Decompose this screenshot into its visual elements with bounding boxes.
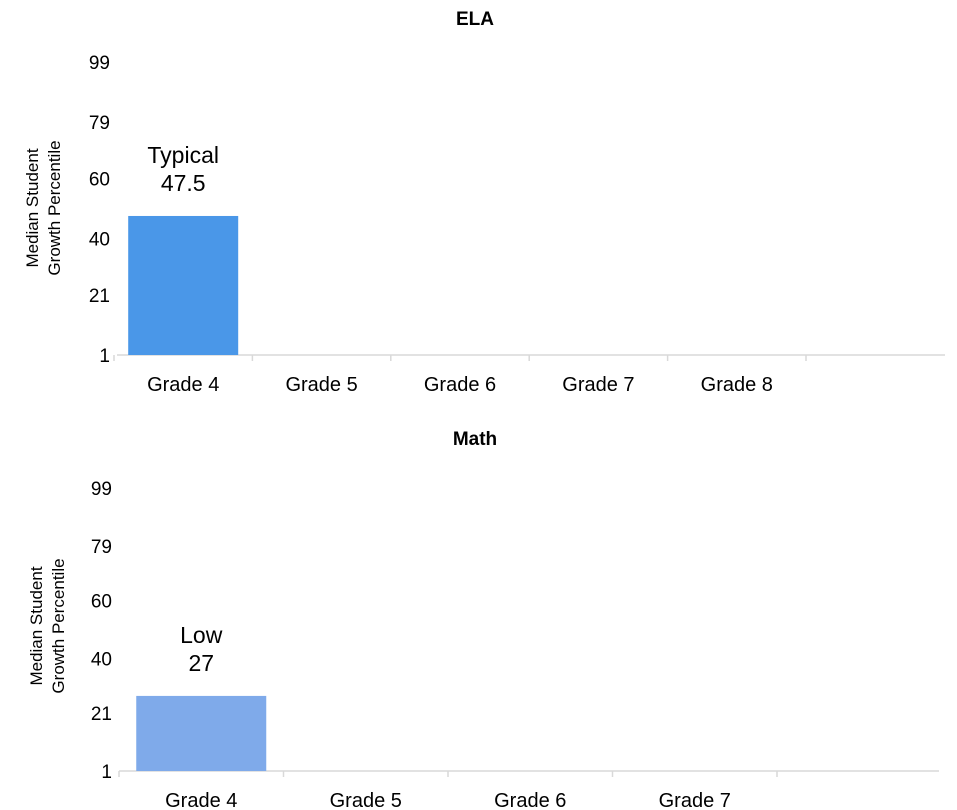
x-category-label: Grade 5 bbox=[330, 790, 402, 810]
chart-1: Math Median Student Growth Percentile 1 21 40… bbox=[27, 429, 939, 810]
x-category-label: Grade 4 bbox=[165, 790, 237, 810]
y-tick-label: 60 bbox=[91, 592, 112, 613]
y-tick-label: 60 bbox=[89, 170, 110, 191]
y-axis-label-line: Median Student bbox=[27, 566, 46, 685]
bar-value-label: 27 bbox=[188, 650, 214, 676]
y-tick-label: 1 bbox=[99, 346, 110, 367]
x-category-label: Grade 5 bbox=[285, 374, 357, 396]
y-tick-label: 40 bbox=[89, 229, 110, 250]
y-tick-label: 21 bbox=[89, 286, 110, 307]
y-tick-label: 40 bbox=[91, 649, 112, 670]
chart-title: Math bbox=[453, 429, 497, 450]
y-tick-label: 79 bbox=[91, 537, 112, 558]
y-axis-label-line: Median Student bbox=[23, 148, 42, 267]
chart-0: ELA Median Student Growth Percentile 1 21 40 6… bbox=[23, 9, 945, 396]
x-category-label: Grade 7 bbox=[659, 790, 731, 810]
bar-category-label: Low bbox=[180, 622, 223, 648]
chart-title: ELA bbox=[456, 9, 494, 30]
x-category-label: Grade 6 bbox=[424, 374, 496, 396]
y-tick-label: 21 bbox=[91, 704, 112, 725]
y-tick-label: 1 bbox=[101, 762, 112, 783]
bar bbox=[136, 695, 267, 771]
y-tick-label: 79 bbox=[89, 113, 110, 134]
bar-value-label: 47.5 bbox=[161, 170, 206, 196]
x-category-label: Grade 7 bbox=[562, 374, 634, 396]
bar-category-label: Typical bbox=[147, 142, 219, 168]
y-tick-label: 99 bbox=[91, 479, 112, 500]
y-tick-label: 99 bbox=[89, 53, 110, 74]
x-category-label: Grade 4 bbox=[147, 374, 219, 396]
y-axis-label-line: Growth Percentile bbox=[49, 558, 68, 693]
bar bbox=[128, 215, 239, 355]
x-category-label: Grade 8 bbox=[701, 374, 773, 396]
x-category-label: Grade 6 bbox=[494, 790, 566, 810]
y-axis-label-line: Growth Percentile bbox=[45, 140, 64, 275]
